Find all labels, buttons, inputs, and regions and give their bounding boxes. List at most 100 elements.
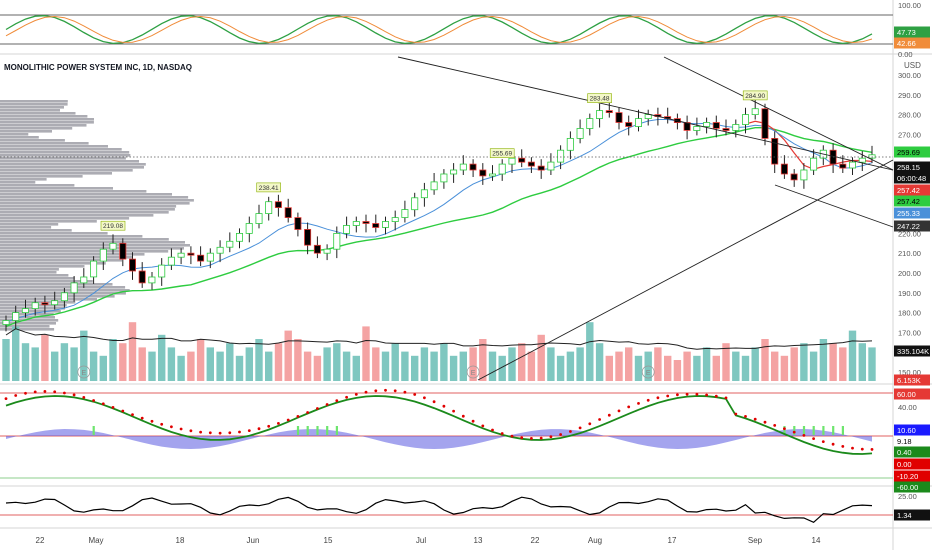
candle[interactable] [109, 234, 117, 255]
stochastic-panel[interactable] [0, 14, 893, 45]
time-axis[interactable]: 22 May 18 Jun 15 Jul 13 22 Aug 17 Sep 14 [36, 536, 821, 545]
earnings-marker[interactable]: E [77, 365, 91, 379]
candle[interactable] [644, 109, 652, 126]
candle[interactable] [430, 173, 438, 195]
candle[interactable] [391, 210, 399, 231]
histogram-bar [793, 426, 796, 435]
candle[interactable] [518, 149, 526, 168]
candle[interactable] [235, 228, 243, 249]
candle[interactable] [459, 155, 467, 175]
candle[interactable] [41, 295, 49, 314]
candle[interactable] [245, 216, 253, 243]
earnings-marker[interactable]: E [466, 365, 480, 379]
candle[interactable] [294, 212, 302, 237]
candle[interactable] [51, 291, 59, 310]
candles[interactable] [2, 99, 876, 332]
candle[interactable] [596, 103, 604, 128]
candle[interactable] [625, 115, 633, 136]
candle[interactable] [849, 157, 857, 175]
candle[interactable] [158, 258, 166, 286]
candle[interactable] [537, 159, 545, 179]
candle[interactable] [333, 226, 341, 259]
candle[interactable] [469, 159, 477, 177]
candle[interactable] [255, 204, 263, 229]
candle[interactable] [31, 297, 39, 316]
candle[interactable] [323, 244, 331, 261]
candle[interactable] [586, 113, 594, 136]
candle[interactable] [742, 107, 750, 134]
candle[interactable] [751, 99, 759, 120]
candle[interactable] [780, 155, 788, 179]
candle[interactable] [284, 198, 292, 223]
candle[interactable] [605, 101, 613, 118]
candle[interactable] [138, 262, 146, 288]
trendline-support[interactable] [477, 159, 894, 381]
candle[interactable] [362, 214, 370, 233]
candle[interactable] [810, 149, 818, 175]
candle[interactable] [440, 169, 448, 189]
candle[interactable] [265, 196, 273, 221]
candle[interactable] [420, 182, 428, 207]
candle[interactable] [187, 246, 195, 265]
candle[interactable] [128, 252, 136, 280]
candle[interactable] [167, 248, 175, 270]
candle[interactable] [2, 315, 10, 332]
candle[interactable] [148, 272, 156, 290]
candle[interactable] [615, 107, 623, 130]
candle[interactable] [177, 248, 185, 265]
candle[interactable] [450, 163, 458, 183]
candle[interactable] [722, 119, 730, 136]
candle[interactable] [304, 222, 312, 255]
candle[interactable] [683, 115, 691, 140]
candle[interactable] [703, 117, 711, 134]
candle[interactable] [12, 305, 20, 330]
candle[interactable] [479, 163, 487, 185]
candle[interactable] [498, 159, 506, 181]
candle[interactable] [576, 119, 584, 144]
candle[interactable] [216, 240, 224, 263]
candle[interactable] [527, 157, 535, 173]
candle[interactable] [693, 117, 701, 136]
candle[interactable] [119, 238, 127, 267]
candle[interactable] [21, 299, 29, 318]
candle[interactable] [819, 145, 827, 166]
candle[interactable] [547, 153, 555, 175]
macd-panel[interactable] [0, 388, 893, 479]
earnings-marker[interactable]: E [641, 365, 655, 379]
candle[interactable] [829, 143, 837, 173]
candle[interactable] [70, 276, 78, 302]
trendline-channel-top[interactable] [663, 56, 894, 171]
candle[interactable] [664, 107, 672, 124]
candle[interactable] [226, 232, 234, 253]
candle[interactable] [790, 169, 798, 187]
candle[interactable] [80, 268, 88, 288]
candle[interactable] [381, 216, 389, 235]
candle[interactable] [712, 115, 720, 138]
candle[interactable] [771, 131, 779, 173]
trendline-upper[interactable] [397, 56, 894, 171]
candle[interactable] [372, 214, 380, 233]
macd-dot [578, 426, 582, 430]
candle[interactable] [99, 242, 107, 270]
candle[interactable] [761, 103, 769, 146]
candle[interactable] [313, 236, 321, 259]
candle[interactable] [90, 256, 98, 284]
candle[interactable] [800, 163, 808, 189]
candle[interactable] [566, 131, 574, 160]
candle[interactable] [342, 216, 350, 239]
candle[interactable] [352, 216, 360, 233]
candle[interactable] [401, 200, 409, 223]
candle[interactable] [206, 248, 214, 269]
candle[interactable] [868, 145, 876, 164]
oscillator-panel[interactable] [0, 496, 893, 524]
trendlines[interactable] [0, 56, 894, 381]
candle[interactable] [488, 165, 496, 181]
candle[interactable] [411, 192, 419, 217]
candle[interactable] [60, 287, 68, 308]
candle[interactable] [635, 109, 643, 132]
trendline-channel-bottom[interactable] [774, 184, 894, 228]
candle[interactable] [197, 246, 205, 267]
candle[interactable] [274, 194, 282, 217]
